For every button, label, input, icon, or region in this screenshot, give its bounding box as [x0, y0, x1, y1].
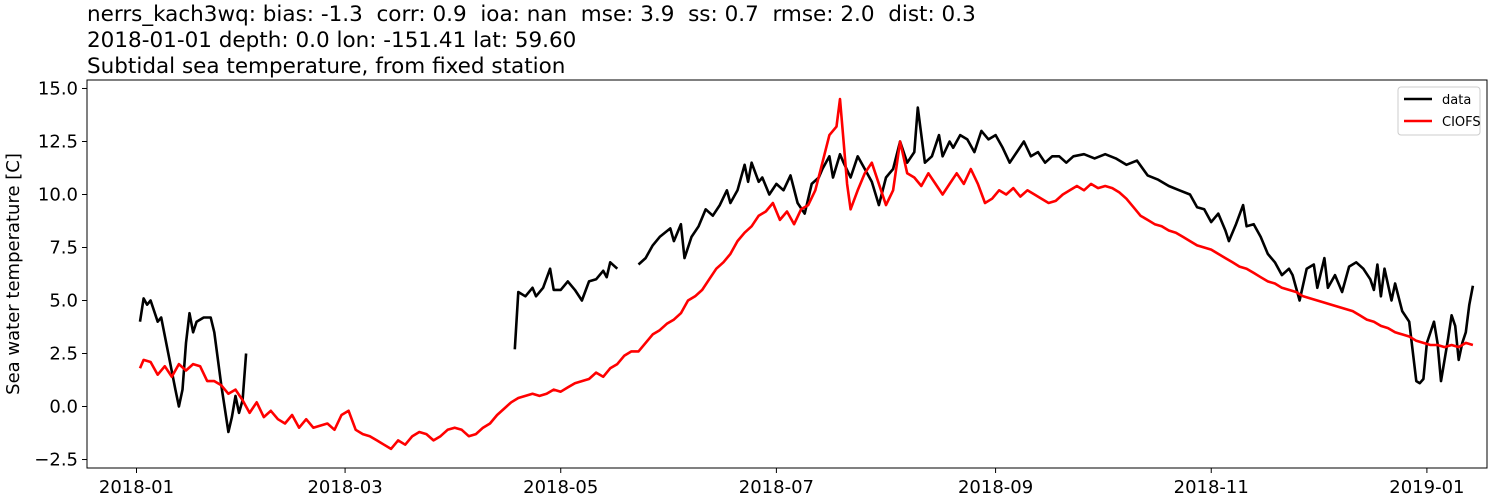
y-tick-label: −2.5 — [34, 450, 78, 471]
legend-label-data: data — [1442, 93, 1471, 108]
series-ciofs — [138, 97, 1474, 451]
series-line-data-0 — [138, 297, 248, 434]
x-tick-label: 2018-01 — [99, 477, 174, 498]
y-tick-label: 2.5 — [49, 344, 78, 365]
x-tick-label: 2018-03 — [307, 477, 382, 498]
y-tick-label: 15.0 — [38, 78, 78, 99]
x-tick-label: 2018-05 — [523, 477, 598, 498]
y-tick-label: 0.0 — [49, 397, 78, 418]
y-tick-label: 7.5 — [49, 237, 78, 258]
chart-title: Subtidal sea temperature, from fixed sta… — [87, 54, 566, 79]
x-tick-label: 2019-01 — [1389, 477, 1464, 498]
x-tick-label: 2018-07 — [739, 477, 814, 498]
series-line-data-2 — [637, 106, 1475, 385]
y-tick-label: 12.5 — [38, 131, 78, 152]
chart-stats-line: nerrs_kach3wq: bias: -1.3 corr: 0.9 ioa:… — [87, 2, 976, 27]
series-layer — [138, 97, 1475, 451]
chart-meta-line: 2018-01-01 depth: 0.0 lon: -151.41 lat: … — [87, 28, 577, 53]
chart-title-block: nerrs_kach3wq: bias: -1.3 corr: 0.9 ioa:… — [87, 2, 976, 80]
plot-frame — [86, 79, 1488, 469]
series-line-data-1 — [513, 260, 619, 350]
y-tick-label: 5.0 — [49, 291, 78, 312]
x-tick-label: 2018-11 — [1174, 477, 1249, 498]
y-tick-label: 10.0 — [38, 184, 78, 205]
axes-layer: 2018-01 2018-03 2018-05 2018-07 2018-09 2018-… — [3, 78, 1488, 498]
legend-label-ciofs: CIOFS — [1442, 115, 1481, 130]
series-data — [138, 106, 1475, 434]
legend: data CIOFS — [1397, 86, 1481, 136]
y-axis-label: Sea water temperature [C] — [3, 153, 24, 395]
series-line-ciofs-0 — [138, 97, 1474, 451]
x-tick-label: 2018-09 — [958, 477, 1033, 498]
